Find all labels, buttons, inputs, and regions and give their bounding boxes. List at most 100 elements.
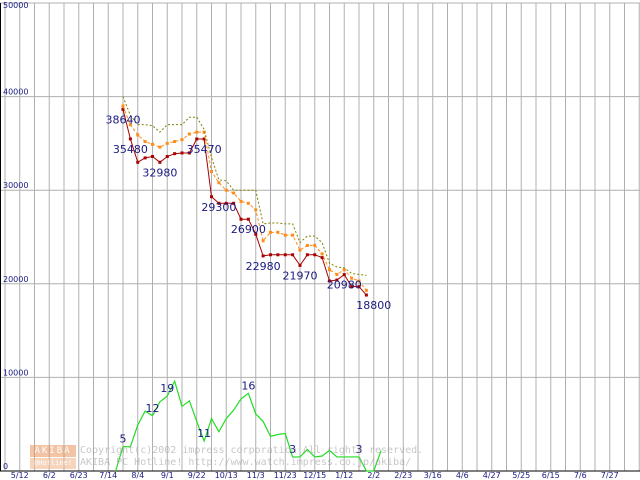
logo-top-text: AKIBA [30, 445, 76, 457]
data-labels: 38640 35480 32980 35470 29300 26900 2298021970… [106, 113, 392, 456]
series-point-avg [173, 140, 177, 144]
series-point-avg [305, 243, 309, 247]
series-point-avg [342, 268, 346, 272]
series-point-min [350, 285, 354, 289]
y-tick-label: 20000 [3, 275, 28, 284]
series-point-min [224, 201, 228, 205]
copyright-text: Copyright(c)2002 impress corporation All… [80, 445, 423, 469]
count-data-label: 3 [289, 443, 296, 456]
series-point-avg [232, 191, 236, 195]
series-point-avg [224, 188, 228, 192]
series-point-min [254, 232, 258, 236]
series-point-avg [180, 138, 184, 142]
series-point-avg [283, 233, 287, 237]
x-tick-label: 11/23 [274, 471, 297, 480]
series-point-avg [239, 199, 243, 203]
count-data-label: 5 [120, 433, 127, 446]
count-data-label: 19 [160, 382, 174, 395]
series-line-max [122, 96, 367, 276]
series-point-min [328, 279, 331, 283]
x-tick-label: 9/1 [161, 471, 174, 480]
logo-bottom-text: @Hotline! [30, 458, 76, 469]
price-data-label: 22980 [246, 260, 281, 273]
akiba-logo: AKIBA @Hotline! [30, 445, 76, 469]
series-point-min [217, 201, 221, 205]
count-data-label: 11 [197, 427, 211, 440]
series-line-min [122, 109, 367, 296]
x-tick-label: 6/2 [43, 471, 56, 480]
series-point-min [121, 107, 125, 111]
x-tick-label: 5/12 [11, 471, 29, 480]
series-point-min [187, 151, 191, 155]
x-tick-label: 7/27 [601, 471, 619, 480]
copyright-watermark: AKIBA @Hotline! Copyright(c)2002 impress… [30, 445, 590, 471]
series-point-min [173, 152, 177, 156]
series-point-avg [298, 248, 302, 252]
series-point-avg [276, 230, 280, 234]
x-tick-label: 2/23 [394, 471, 412, 480]
y-tick-label: 40000 [3, 88, 28, 97]
series-line-avg [122, 105, 367, 291]
y-tick-label: 10000 [3, 368, 28, 377]
series-point-min [261, 254, 265, 258]
series-point-avg [136, 133, 140, 137]
series-point-avg [151, 142, 154, 146]
series-point-avg [217, 181, 221, 185]
series-point-avg [350, 276, 354, 280]
price-data-label: 38640 [106, 113, 141, 126]
series-point-min [269, 253, 272, 257]
series-point-avg [121, 104, 125, 108]
x-tick-label: 3/16 [424, 471, 442, 480]
series-point-min [151, 155, 154, 159]
series-point-avg [187, 132, 191, 136]
x-tick-label: 10/13 [215, 471, 238, 480]
series-point-avg [364, 288, 368, 292]
series-point-avg [143, 140, 147, 144]
series-lines [115, 96, 382, 472]
series-point-min [232, 201, 236, 205]
series-point-avg [202, 130, 206, 134]
count-data-label: 12 [146, 402, 160, 415]
series-point-avg [128, 123, 132, 127]
x-tick-label: 5/25 [512, 471, 530, 480]
x-tick-label: 4/27 [483, 471, 501, 480]
series-point-min [342, 273, 346, 277]
x-tick-label: 11/3 [247, 471, 265, 480]
price-data-label: 29300 [201, 201, 236, 214]
x-tick-label: 9/22 [188, 471, 206, 480]
series-point-avg [313, 243, 317, 247]
count-data-label: 3 [356, 443, 363, 456]
x-tick-label: 12/15 [303, 471, 326, 480]
series-point-min [364, 293, 368, 297]
series-point-min [158, 160, 162, 164]
price-data-label: 26900 [231, 223, 266, 236]
series-point-avg [261, 239, 265, 243]
series-point-min [246, 217, 250, 221]
series-point-min [239, 217, 243, 221]
series-point-min [313, 253, 317, 257]
series-point-avg [320, 252, 324, 256]
price-data-label: 21970 [283, 269, 318, 282]
series-point-min [210, 195, 213, 199]
price-data-label: 32980 [142, 166, 177, 179]
series-point-avg [165, 141, 169, 145]
series-point-min [180, 151, 184, 155]
series-point-min [357, 285, 361, 289]
series-point-avg [357, 279, 361, 283]
series-point-min [291, 253, 295, 257]
series-point-min [136, 160, 140, 164]
count-data-label: 16 [241, 379, 255, 392]
y-tick-label: 30000 [3, 181, 28, 190]
series-line-count [115, 379, 382, 472]
x-tick-label: 2/2 [367, 471, 380, 480]
price-data-label: 35470 [187, 143, 222, 156]
price-data-label: 20980 [327, 279, 362, 292]
series-point-min [283, 253, 287, 257]
series-point-min [335, 278, 339, 282]
x-tick-label: 8/4 [131, 471, 144, 480]
series-point-min [298, 263, 302, 267]
x-tick-label: 6/15 [542, 471, 560, 480]
series-point-min [195, 137, 199, 141]
x-tick-label: 4/6 [456, 471, 469, 480]
